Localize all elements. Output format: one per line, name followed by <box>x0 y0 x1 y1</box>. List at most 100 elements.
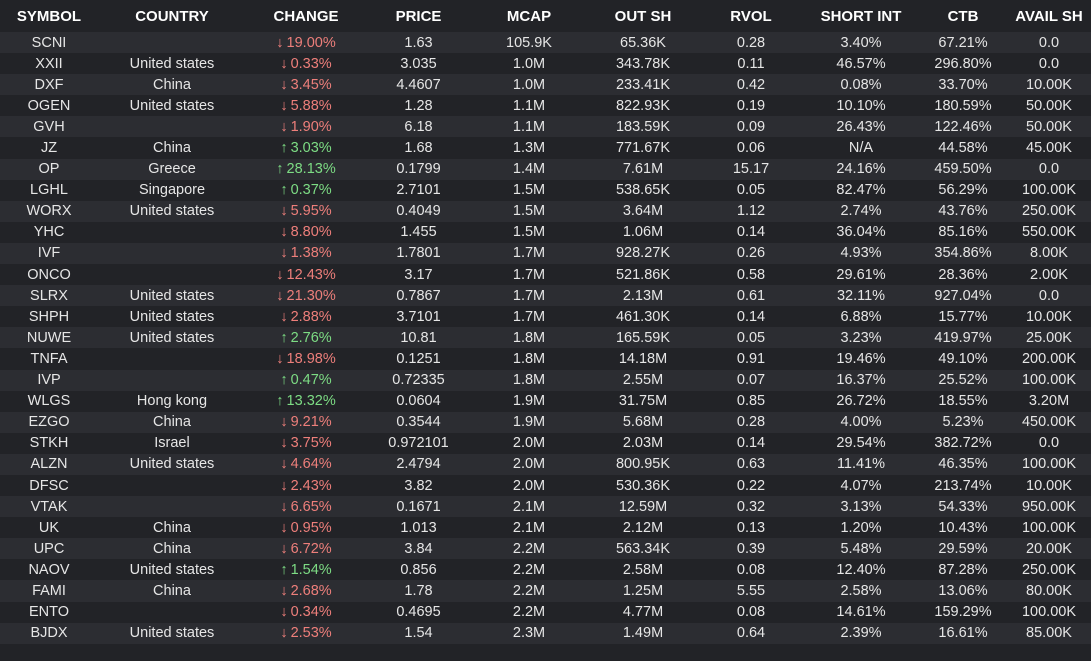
cell-change: ↓ 9.21% <box>246 411 366 433</box>
table-row[interactable]: WORX United states ↓ 5.95% 0.4049 1.5M 3.64M 1.… <box>0 200 1091 222</box>
cell-rvol: 0.09 <box>699 116 803 138</box>
column-header-country[interactable]: COUNTRY <box>98 0 246 32</box>
cell-symbol[interactable]: NUWE <box>0 327 98 349</box>
cell-symbol[interactable]: TNFA <box>0 348 98 370</box>
screener-table: SYMBOL COUNTRY CHANGE PRICE MCAP OUT SH … <box>0 0 1091 644</box>
cell-symbol[interactable]: ONCO <box>0 264 98 286</box>
table-row[interactable]: EZGO China ↓ 9.21% 0.3544 1.9M 5.68M 0.28 4.00% 5… <box>0 411 1091 433</box>
cell-symbol[interactable]: JZ <box>0 137 98 159</box>
cell-symbol[interactable]: SLRX <box>0 285 98 307</box>
column-header-symbol[interactable]: SYMBOL <box>0 0 98 32</box>
table-row[interactable]: GVH ↓ 1.90% 6.18 1.1M 183.59K 0.09 26.43% 122.46… <box>0 116 1091 138</box>
column-header-short-int[interactable]: SHORT INT <box>803 0 919 32</box>
cell-symbol[interactable]: LGHL <box>0 179 98 201</box>
cell-symbol[interactable]: VTAK <box>0 496 98 518</box>
cell-short-int: 6.88% <box>803 306 919 328</box>
cell-ctb: 18.55% <box>919 390 1007 412</box>
table-row[interactable]: BJDX United states ↓ 2.53% 1.54 2.3M 1.49M 0.64… <box>0 622 1091 644</box>
table-row[interactable]: ENTO ↓ 0.34% 0.4695 2.2M 4.77M 0.08 14.61% 159.2… <box>0 601 1091 623</box>
cell-symbol[interactable]: SCNI <box>0 32 98 54</box>
cell-short-int: 3.23% <box>803 327 919 349</box>
cell-symbol[interactable]: XXII <box>0 53 98 75</box>
table-row[interactable]: TNFA ↓ 18.98% 0.1251 1.8M 14.18M 0.91 19.46% 49.… <box>0 348 1091 370</box>
cell-symbol[interactable]: UPC <box>0 538 98 560</box>
table-row[interactable]: FAMI China ↓ 2.68% 1.78 2.2M 1.25M 5.55 2.58% 13.… <box>0 580 1091 602</box>
cell-ctb: 927.04% <box>919 285 1007 307</box>
cell-symbol[interactable]: IVF <box>0 242 98 265</box>
table-row[interactable]: ONCO ↓ 12.43% 3.17 1.7M 521.86K 0.58 29.61% 28.3… <box>0 264 1091 286</box>
cell-out-sh: 530.36K <box>587 474 699 497</box>
cell-country <box>98 221 246 243</box>
table-row[interactable]: XXII United states ↓ 0.33% 3.035 1.0M 343.78K 0… <box>0 53 1091 75</box>
cell-out-sh: 5.68M <box>587 411 699 433</box>
cell-symbol[interactable]: YHC <box>0 221 98 243</box>
column-header-mcap[interactable]: MCAP <box>471 0 587 32</box>
cell-price: 6.18 <box>366 116 471 138</box>
cell-symbol[interactable]: ENTO <box>0 601 98 623</box>
cell-symbol[interactable]: GVH <box>0 116 98 138</box>
cell-country: United states <box>98 327 246 349</box>
cell-symbol[interactable]: DFSC <box>0 474 98 497</box>
table-row[interactable]: IVP ↑ 0.47% 0.72335 1.8M 2.55M 0.07 16.37% 25.52… <box>0 369 1091 391</box>
cell-symbol[interactable]: UK <box>0 517 98 539</box>
column-header-price[interactable]: PRICE <box>366 0 471 32</box>
table-row[interactable]: JZ China ↑ 3.03% 1.68 1.3M 771.67K 0.06 N/A 44.58… <box>0 137 1091 159</box>
arrow-down-icon: ↓ <box>280 118 288 135</box>
table-row[interactable]: YHC ↓ 8.80% 1.455 1.5M 1.06M 0.14 36.04% 85.16% 5… <box>0 221 1091 243</box>
cell-symbol[interactable]: OP <box>0 158 98 180</box>
cell-symbol[interactable]: WORX <box>0 200 98 222</box>
arrow-down-icon: ↓ <box>280 224 288 241</box>
cell-ctb: 49.10% <box>919 348 1007 370</box>
column-header-change[interactable]: CHANGE <box>246 0 366 32</box>
table-row[interactable]: IVF ↓ 1.38% 1.7801 1.7M 928.27K 0.26 4.93% 354.8… <box>0 242 1091 265</box>
cell-symbol[interactable]: OGEN <box>0 95 98 117</box>
table-row[interactable]: DFSC ↓ 2.43% 3.82 2.0M 530.36K 0.22 4.07% 213.74… <box>0 474 1091 497</box>
cell-short-int: 12.40% <box>803 559 919 581</box>
cell-mcap: 1.1M <box>471 116 587 138</box>
cell-symbol[interactable]: FAMI <box>0 580 98 602</box>
column-header-out-sh[interactable]: OUT SH <box>587 0 699 32</box>
table-row[interactable]: STKH Israel ↓ 3.75% 0.972101 2.0M 2.03M 0.14 29.… <box>0 432 1091 454</box>
arrow-down-icon: ↓ <box>280 498 288 515</box>
cell-symbol[interactable]: EZGO <box>0 411 98 433</box>
column-header-avail-sh[interactable]: AVAIL SH <box>1007 0 1091 32</box>
table-row[interactable]: VTAK ↓ 6.65% 0.1671 2.1M 12.59M 0.32 3.13% 54.33… <box>0 496 1091 518</box>
arrow-up-icon: ↑ <box>280 140 288 157</box>
table-row[interactable]: SHPH United states ↓ 2.88% 3.7101 1.7M 461.30K… <box>0 306 1091 328</box>
column-header-ctb[interactable]: CTB <box>919 0 1007 32</box>
cell-symbol[interactable]: STKH <box>0 432 98 454</box>
table-row[interactable]: LGHL Singapore ↑ 0.37% 2.7101 1.5M 538.65K 0.05… <box>0 179 1091 201</box>
cell-rvol: 0.85 <box>699 390 803 412</box>
cell-symbol[interactable]: DXF <box>0 74 98 96</box>
cell-price: 0.7867 <box>366 285 471 307</box>
cell-symbol[interactable]: IVP <box>0 369 98 391</box>
change-value: 2.43% <box>290 477 332 494</box>
cell-symbol[interactable]: WLGS <box>0 390 98 412</box>
table-row[interactable]: UPC China ↓ 6.72% 3.84 2.2M 563.34K 0.39 5.48% 29… <box>0 538 1091 560</box>
cell-symbol[interactable]: ALZN <box>0 453 98 475</box>
cell-avail-sh: 20.00K <box>1007 538 1091 560</box>
cell-symbol[interactable]: NAOV <box>0 559 98 581</box>
cell-ctb: 213.74% <box>919 474 1007 497</box>
table-row[interactable]: OGEN United states ↓ 5.88% 1.28 1.1M 822.93K 0.… <box>0 95 1091 117</box>
cell-symbol[interactable]: BJDX <box>0 622 98 644</box>
table-row[interactable]: WLGS Hong kong ↑ 13.32% 0.0604 1.9M 31.75M 0.85… <box>0 390 1091 412</box>
table-row[interactable]: SLRX United states ↓ 21.30% 0.7867 1.7M 2.13M 0… <box>0 285 1091 307</box>
column-header-rvol[interactable]: RVOL <box>699 0 803 32</box>
table-row[interactable]: NAOV United states ↑ 1.54% 0.856 2.2M 2.58M 0.0… <box>0 559 1091 581</box>
cell-avail-sh: 250.00K <box>1007 559 1091 581</box>
cell-change: ↓ 0.34% <box>246 601 366 623</box>
table-row[interactable]: NUWE United states ↑ 2.76% 10.81 1.8M 165.59K 0… <box>0 327 1091 349</box>
cell-out-sh: 538.65K <box>587 179 699 201</box>
table-row[interactable]: ALZN United states ↓ 4.64% 2.4794 2.0M 800.95K… <box>0 453 1091 475</box>
change-value: 0.37% <box>290 182 332 199</box>
cell-symbol[interactable]: SHPH <box>0 306 98 328</box>
table-row[interactable]: UK China ↓ 0.95% 1.013 2.1M 2.12M 0.13 1.20% 10.4… <box>0 517 1091 539</box>
table-row[interactable]: OP Greece ↑ 28.13% 0.1799 1.4M 7.61M 15.17 24.16… <box>0 158 1091 180</box>
cell-avail-sh: 0.0 <box>1007 53 1091 75</box>
table-row[interactable]: SCNI ↓ 19.00% 1.63 105.9K 65.36K 0.28 3.40% 67.2… <box>0 32 1091 54</box>
cell-short-int: 1.20% <box>803 517 919 539</box>
cell-short-int: 46.57% <box>803 53 919 75</box>
table-row[interactable]: DXF China ↓ 3.45% 4.4607 1.0M 233.41K 0.42 0.08%… <box>0 74 1091 96</box>
cell-change: ↓ 0.33% <box>246 53 366 75</box>
